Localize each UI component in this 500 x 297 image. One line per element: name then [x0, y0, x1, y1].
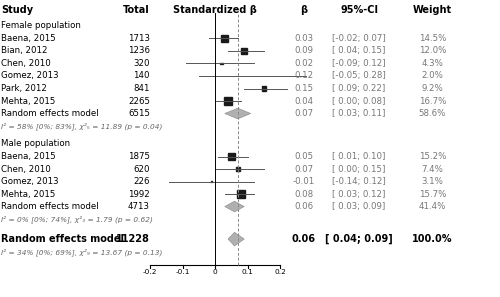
Text: Gomez, 2013: Gomez, 2013	[1, 72, 58, 80]
Bar	[220, 62, 222, 64]
Bar	[228, 153, 235, 160]
Polygon shape	[225, 108, 251, 119]
Text: β: β	[300, 5, 307, 15]
Text: 0.07: 0.07	[294, 109, 313, 118]
Text: Weight: Weight	[413, 5, 452, 15]
Text: 0.05: 0.05	[294, 152, 313, 161]
Text: Standardized β: Standardized β	[173, 5, 257, 15]
Text: Female population: Female population	[1, 21, 81, 30]
Text: 3.1%: 3.1%	[422, 177, 444, 186]
Text: 1236: 1236	[128, 46, 150, 56]
Text: [-0.05; 0.28]: [-0.05; 0.28]	[332, 72, 386, 80]
Bar	[211, 181, 212, 182]
Polygon shape	[225, 201, 244, 212]
Text: 2265: 2265	[128, 97, 150, 105]
Text: 7.4%: 7.4%	[422, 165, 444, 173]
Text: -0.2: -0.2	[143, 269, 157, 275]
Text: 140: 140	[134, 72, 150, 80]
Text: 226: 226	[134, 177, 150, 186]
Text: 12.0%: 12.0%	[419, 46, 446, 56]
Text: 41.4%: 41.4%	[419, 202, 446, 211]
Text: Gomez, 2013: Gomez, 2013	[1, 177, 58, 186]
Text: 95%-CI: 95%-CI	[340, 5, 378, 15]
Text: Mehta, 2015: Mehta, 2015	[1, 189, 56, 198]
Text: [ 0.09; 0.22]: [ 0.09; 0.22]	[332, 84, 386, 93]
Text: Chen, 2010: Chen, 2010	[1, 165, 51, 173]
Bar	[222, 35, 228, 42]
Text: 1875: 1875	[128, 152, 150, 161]
Text: 0.12: 0.12	[294, 72, 313, 80]
Text: 0.15: 0.15	[294, 84, 313, 93]
Text: 9.2%: 9.2%	[422, 84, 444, 93]
Text: 1992: 1992	[128, 189, 150, 198]
Text: Bian, 2012: Bian, 2012	[1, 46, 48, 56]
Text: 6515: 6515	[128, 109, 150, 118]
Text: 100.0%: 100.0%	[412, 234, 453, 244]
Text: [ 0.00; 0.15]: [ 0.00; 0.15]	[332, 165, 386, 173]
Text: 2.0%: 2.0%	[422, 72, 444, 80]
Text: 15.2%: 15.2%	[419, 152, 446, 161]
Text: 15.7%: 15.7%	[419, 189, 446, 198]
Text: 58.6%: 58.6%	[419, 109, 446, 118]
Text: 0.1: 0.1	[242, 269, 254, 275]
Text: Random effects model: Random effects model	[1, 202, 98, 211]
Bar	[224, 97, 232, 105]
Text: -0.1: -0.1	[176, 269, 190, 275]
Text: 0.08: 0.08	[294, 189, 313, 198]
Text: Random effects model: Random effects model	[1, 109, 98, 118]
Text: 320: 320	[134, 59, 150, 68]
Text: Total: Total	[123, 5, 150, 15]
Text: 0.04: 0.04	[294, 97, 313, 105]
Text: Baena, 2015: Baena, 2015	[1, 34, 56, 43]
Text: 0.06: 0.06	[292, 234, 316, 244]
Text: -0.01: -0.01	[292, 177, 314, 186]
Polygon shape	[228, 232, 244, 246]
Text: Male population: Male population	[1, 139, 70, 148]
Text: 14.5%: 14.5%	[419, 34, 446, 43]
Text: 11228: 11228	[116, 234, 150, 244]
Text: [ 0.03; 0.11]: [ 0.03; 0.11]	[332, 109, 386, 118]
Bar	[236, 167, 240, 171]
Text: 0.2: 0.2	[274, 269, 286, 275]
Bar	[237, 190, 245, 198]
Text: I² = 34% [0%; 69%], χ²₉ = 13.67 (p = 0.13): I² = 34% [0%; 69%], χ²₉ = 13.67 (p = 0.1…	[1, 248, 162, 256]
Text: Park, 2012: Park, 2012	[1, 84, 47, 93]
Text: Baena, 2015: Baena, 2015	[1, 152, 56, 161]
Text: [-0.02; 0.07]: [-0.02; 0.07]	[332, 34, 386, 43]
Text: Random effects model: Random effects model	[1, 234, 124, 244]
Text: I² = 0% [0%; 74%], χ²₃ = 1.79 (p = 0.62): I² = 0% [0%; 74%], χ²₃ = 1.79 (p = 0.62)	[1, 215, 153, 223]
Text: Chen, 2010: Chen, 2010	[1, 59, 51, 68]
Text: 4.3%: 4.3%	[422, 59, 444, 68]
Text: 0.02: 0.02	[294, 59, 313, 68]
Text: I² = 58% [0%; 83%], χ²₅ = 11.89 (p = 0.04): I² = 58% [0%; 83%], χ²₅ = 11.89 (p = 0.0…	[1, 122, 162, 130]
Text: 16.7%: 16.7%	[419, 97, 446, 105]
Text: 0.06: 0.06	[294, 202, 313, 211]
Text: [ 0.04; 0.09]: [ 0.04; 0.09]	[325, 234, 393, 244]
Text: [ 0.03; 0.09]: [ 0.03; 0.09]	[332, 202, 386, 211]
Text: Mehta, 2015: Mehta, 2015	[1, 97, 56, 105]
Text: 0.09: 0.09	[294, 46, 313, 56]
Text: 1713: 1713	[128, 34, 150, 43]
Text: 0.03: 0.03	[294, 34, 313, 43]
Text: Study: Study	[1, 5, 33, 15]
Text: [ 0.00; 0.08]: [ 0.00; 0.08]	[332, 97, 386, 105]
Bar	[262, 86, 266, 91]
Text: [-0.14; 0.12]: [-0.14; 0.12]	[332, 177, 386, 186]
Bar	[242, 48, 247, 54]
Text: [ 0.03; 0.12]: [ 0.03; 0.12]	[332, 189, 386, 198]
Text: 0.07: 0.07	[294, 165, 313, 173]
Text: [-0.09; 0.12]: [-0.09; 0.12]	[332, 59, 386, 68]
Text: 4713: 4713	[128, 202, 150, 211]
Text: [ 0.01; 0.10]: [ 0.01; 0.10]	[332, 152, 386, 161]
Text: 620: 620	[134, 165, 150, 173]
Text: [ 0.04; 0.15]: [ 0.04; 0.15]	[332, 46, 386, 56]
Text: 841: 841	[134, 84, 150, 93]
Text: 0: 0	[212, 269, 218, 275]
